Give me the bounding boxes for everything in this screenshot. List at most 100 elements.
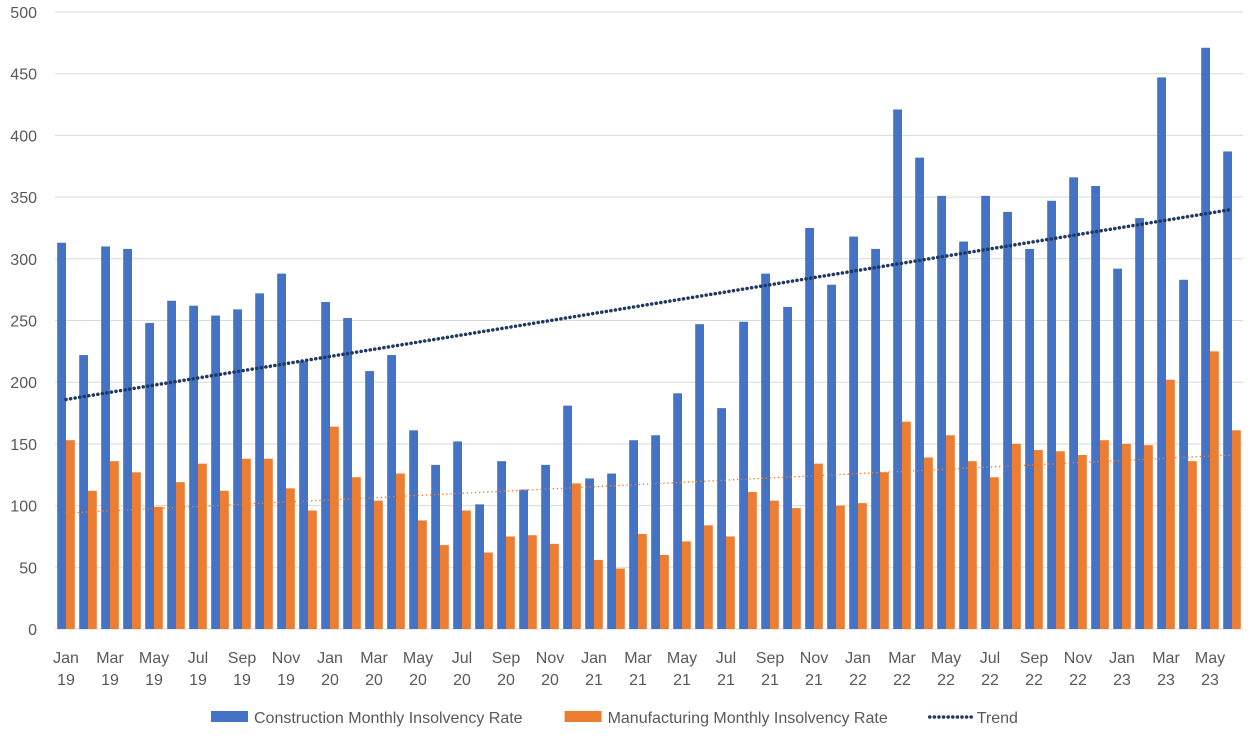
x-tick-label: Sep	[1020, 650, 1049, 667]
x-tick-label: Jul	[716, 650, 736, 667]
bar	[519, 489, 528, 629]
bar	[286, 488, 295, 629]
x-tick-label: Jan	[53, 650, 79, 667]
bar	[959, 241, 968, 630]
bar	[374, 500, 383, 629]
x-tick-label: Nov	[536, 650, 564, 667]
bar	[255, 293, 264, 629]
bar	[902, 421, 911, 629]
bar	[1100, 440, 1109, 629]
bar	[585, 478, 594, 629]
legend-label: Construction Monthly Insolvency Rate	[254, 710, 523, 727]
x-tick-label: 20	[497, 672, 515, 689]
trend-line	[64, 207, 1234, 402]
bar	[607, 473, 616, 629]
x-tick-label: 19	[101, 672, 119, 689]
bar	[189, 305, 198, 629]
y-tick-label: 200	[10, 375, 37, 392]
x-tick-label: 21	[805, 672, 823, 689]
x-tick-label: May	[403, 650, 433, 667]
x-tick-label: 19	[233, 672, 251, 689]
x-tick-label: Jan	[845, 650, 871, 667]
bar	[66, 440, 75, 629]
bar	[739, 321, 748, 629]
bar	[629, 440, 638, 629]
bar	[770, 500, 779, 629]
bar	[695, 324, 704, 629]
x-tick-label: May	[1195, 650, 1225, 667]
bar	[1047, 200, 1056, 629]
x-tick-label: 22	[1025, 672, 1043, 689]
bar	[321, 301, 330, 629]
x-tick-label: 21	[629, 672, 647, 689]
y-tick-label: 150	[10, 437, 37, 454]
bar	[299, 361, 308, 629]
bar	[1223, 151, 1232, 629]
legend-label: Manufacturing Monthly Insolvency Rate	[608, 710, 888, 727]
bar	[981, 195, 990, 629]
bar	[88, 490, 97, 629]
y-tick-label: 50	[19, 560, 37, 577]
bar	[827, 284, 836, 629]
bar	[594, 559, 603, 629]
x-tick-label: 19	[189, 672, 207, 689]
bar	[572, 483, 581, 629]
bar	[541, 464, 550, 629]
x-tick-label: 23	[1113, 672, 1131, 689]
x-tick-label: 21	[585, 672, 603, 689]
legend-swatch	[564, 711, 602, 722]
bar	[682, 541, 691, 629]
x-tick-label: Jul	[188, 650, 208, 667]
x-tick-label: Mar	[360, 650, 388, 667]
bar	[563, 405, 572, 629]
bar	[409, 430, 418, 629]
x-tick-label: Mar	[888, 650, 916, 667]
bar	[343, 318, 352, 629]
x-tick-label: 22	[937, 672, 955, 689]
x-tick-label: 20	[409, 672, 427, 689]
bar	[1188, 461, 1197, 629]
bar	[1232, 430, 1241, 629]
bar	[805, 227, 814, 629]
bar	[1003, 211, 1012, 629]
x-tick-label: 20	[321, 672, 339, 689]
bar	[110, 461, 119, 629]
x-tick-label: 20	[453, 672, 471, 689]
x-tick-label: Jul	[980, 650, 1000, 667]
y-tick-label: 450	[10, 67, 37, 84]
x-tick-label: May	[667, 650, 697, 667]
bar	[1135, 218, 1144, 629]
bar	[849, 236, 858, 629]
bar	[506, 536, 515, 629]
x-tick-label: 20	[541, 672, 559, 689]
bar	[396, 473, 405, 629]
bar	[1201, 47, 1210, 629]
y-tick-label: 100	[10, 499, 37, 516]
bar	[937, 195, 946, 629]
x-tick-label: Jul	[452, 650, 472, 667]
bar	[123, 248, 132, 630]
bar	[1056, 451, 1065, 629]
bar	[651, 435, 660, 629]
x-tick-label: 21	[673, 672, 691, 689]
x-tick-label: 21	[761, 672, 779, 689]
bar	[387, 355, 396, 629]
bar	[1034, 450, 1043, 629]
bar	[1091, 185, 1100, 629]
x-tick-label: May	[931, 650, 961, 667]
bar	[783, 306, 792, 629]
bar	[550, 543, 559, 629]
bar	[79, 355, 88, 629]
y-tick-label: 0	[28, 622, 37, 639]
x-tick-label: Nov	[1064, 650, 1092, 667]
bar	[211, 315, 220, 629]
x-tick-label: Jan	[1109, 650, 1135, 667]
bar	[858, 503, 867, 629]
bar	[528, 535, 537, 629]
bar	[220, 490, 229, 629]
bar	[198, 463, 207, 629]
bar	[453, 441, 462, 629]
bar	[880, 472, 889, 629]
x-tick-label: Nov	[272, 650, 300, 667]
